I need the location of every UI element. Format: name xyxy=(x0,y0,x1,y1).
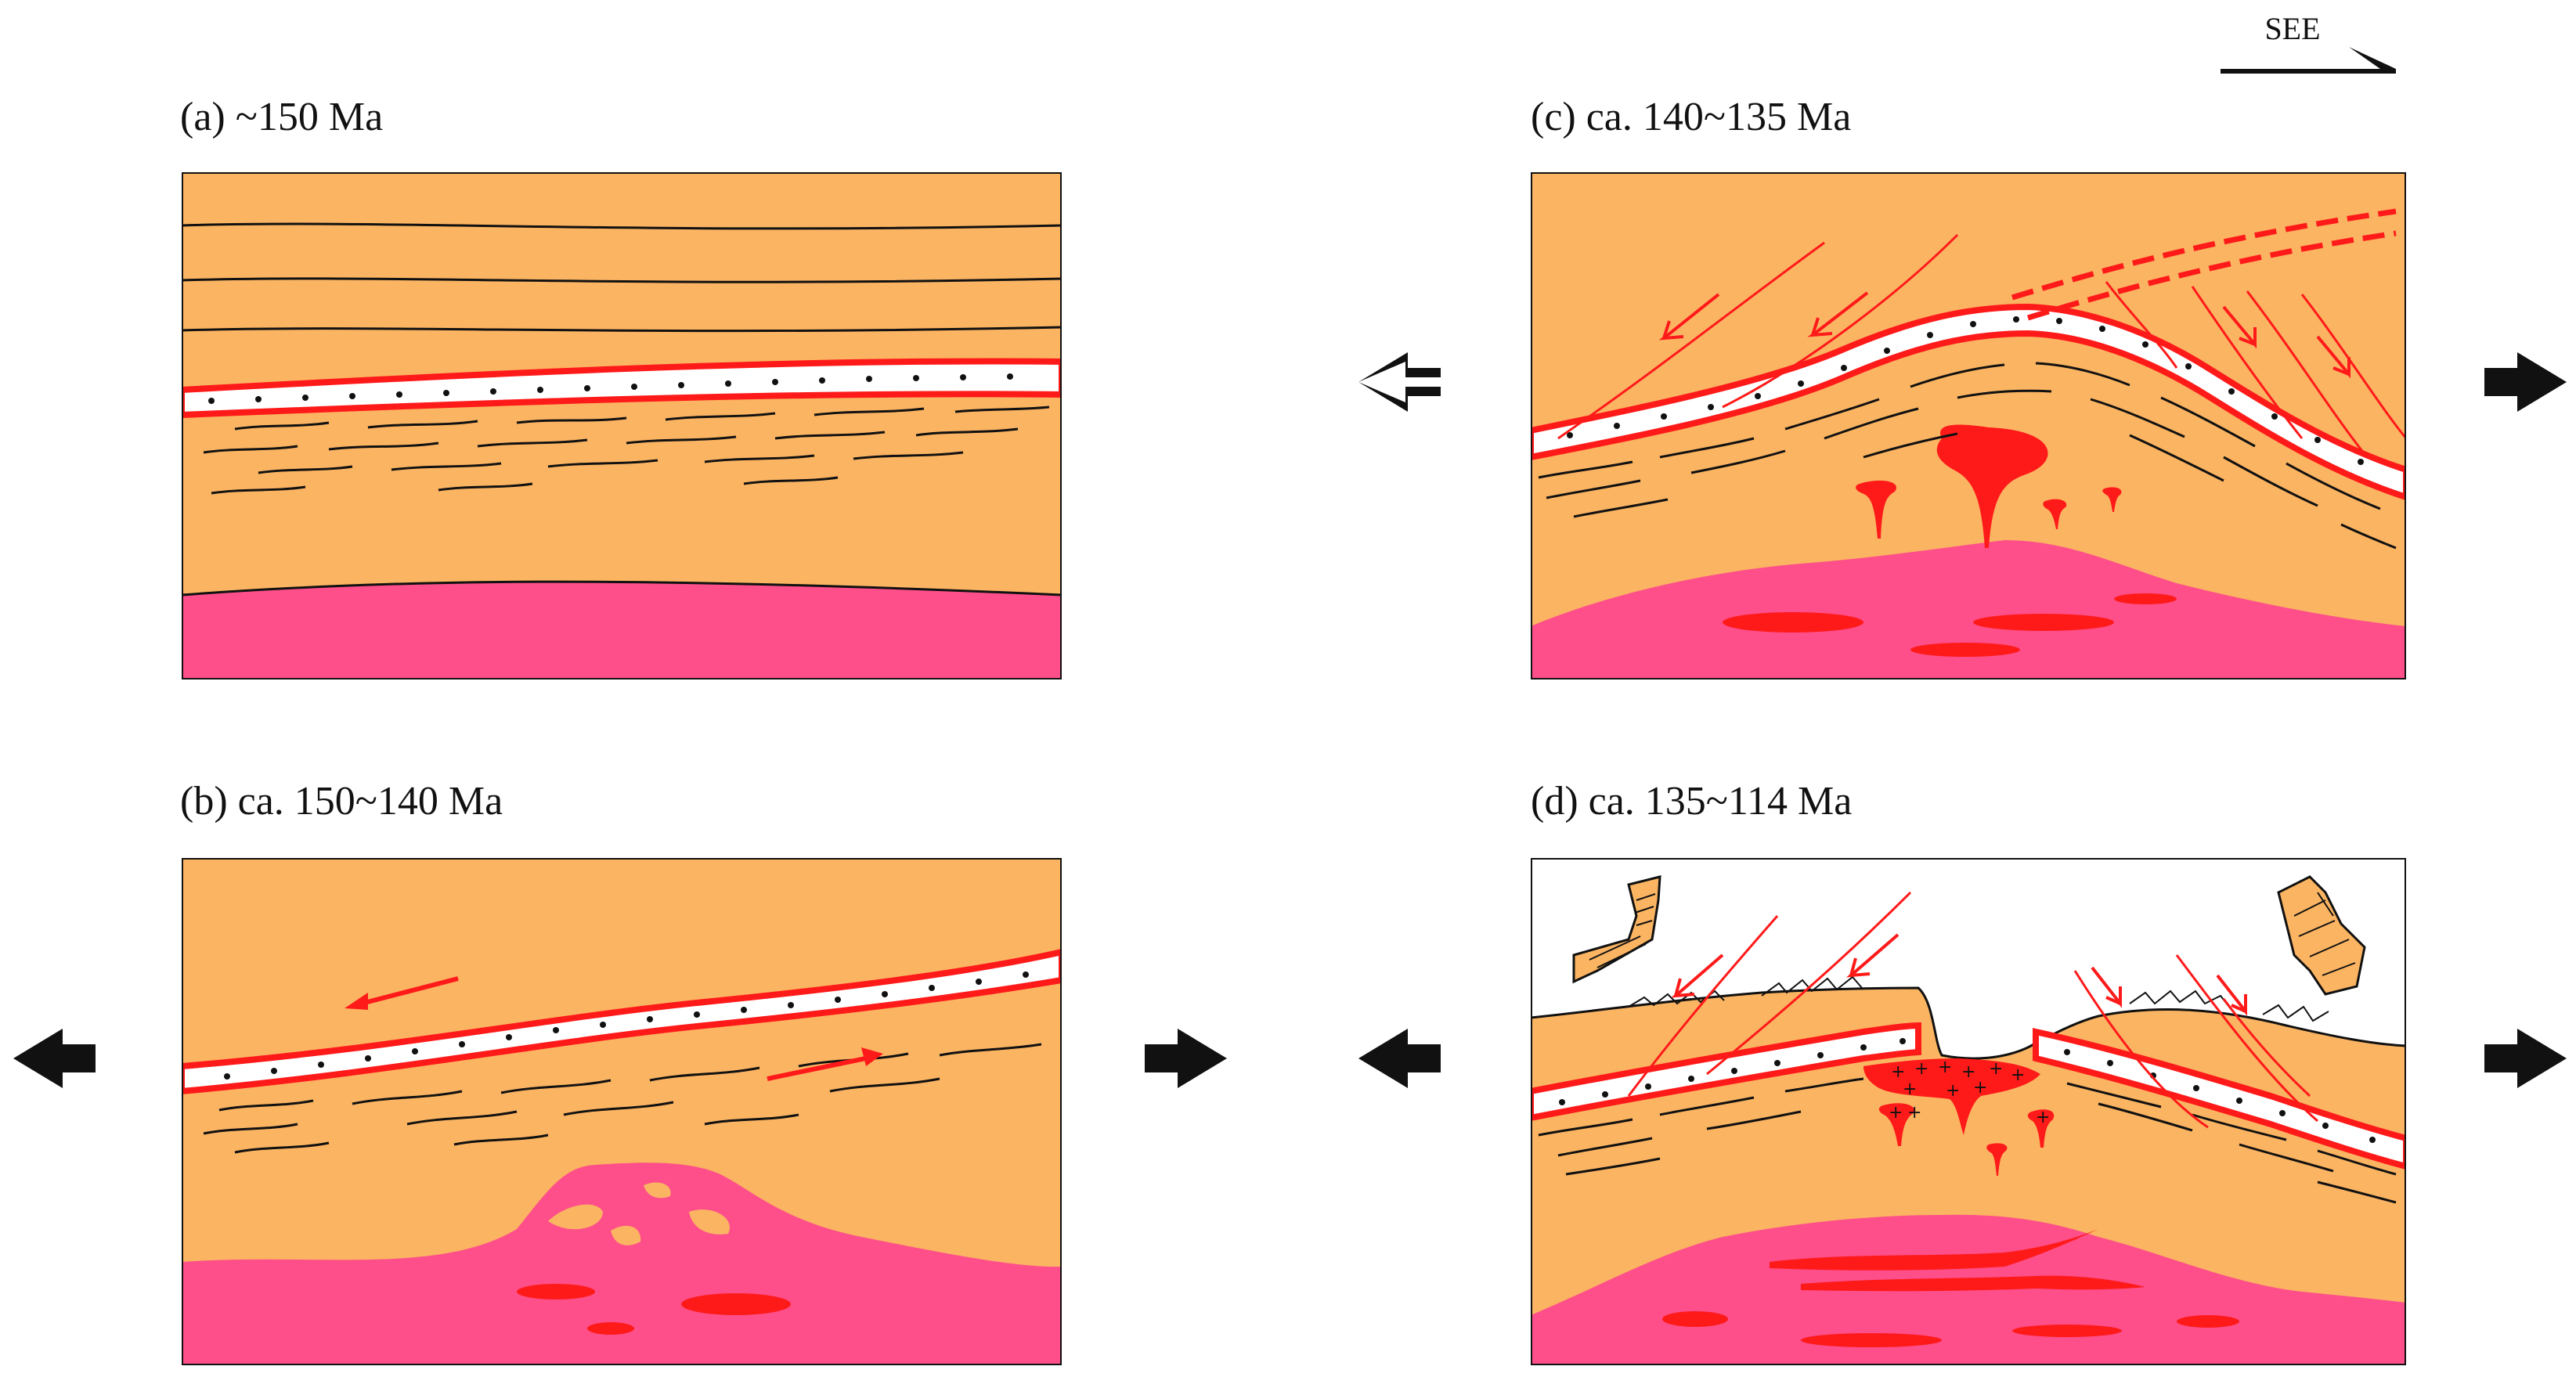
panel-d-basin-block-east xyxy=(2277,875,2366,996)
panel-c-fault-arrows xyxy=(1658,291,2351,379)
panel-a-strata xyxy=(182,222,1062,333)
panel-a-detachment-band xyxy=(182,358,1062,419)
panel-b-detachment-band xyxy=(182,948,1062,1095)
panel-b-melt-lenses xyxy=(517,1284,791,1335)
panel-c-dashed-restoration xyxy=(2011,208,2397,321)
svg-text:+: + xyxy=(1907,1103,1921,1123)
svg-text:+: + xyxy=(2011,1065,2025,1085)
panel-d-granite xyxy=(1863,1058,2040,1135)
arrow-left-d-icon xyxy=(1358,1029,1441,1088)
panel-a-label: (a) ~150 Ma xyxy=(180,95,383,139)
panel-c-band-dots xyxy=(1567,316,2364,465)
svg-text:+: + xyxy=(1914,1059,1928,1079)
svg-text:+: + xyxy=(1903,1080,1917,1099)
svg-text:+: + xyxy=(1891,1062,1905,1082)
panel-c-plutons xyxy=(1856,424,2122,548)
panel-c-melt-lenses xyxy=(1723,593,2177,657)
panel-c-foliation xyxy=(1538,362,2397,550)
panel-d-foliation xyxy=(1538,1077,2397,1204)
panel-d: + + + + + + + + + + + + xyxy=(1531,858,2406,1365)
panel-d-faults xyxy=(1627,891,2318,1129)
panel-d-granite-plus-marks: + + + + + + + + + + + + xyxy=(1889,1058,2050,1127)
direction-indicator: SEE xyxy=(2221,11,2396,74)
panel-a-mantle xyxy=(182,580,1062,679)
svg-text:+: + xyxy=(1938,1058,1952,1077)
panel-d-small-plutons xyxy=(1878,1103,2055,1176)
panel-a xyxy=(182,172,1062,679)
panel-b-label: (b) ca. 150~140 Ma xyxy=(180,779,503,824)
arrow-right-d-icon xyxy=(2484,1029,2567,1088)
panel-d-fault-arrows xyxy=(1671,933,2247,1016)
panel-c-label: (c) ca. 140~135 Ma xyxy=(1531,95,1851,139)
panel-d-label: (d) ca. 135~114 Ma xyxy=(1531,779,1852,824)
panel-b-crustal-blocks xyxy=(548,1182,730,1245)
svg-text:+: + xyxy=(1989,1059,2003,1079)
svg-text:+: + xyxy=(1889,1103,1903,1123)
panel-c-mantle xyxy=(1531,540,2406,679)
direction-label: SEE xyxy=(2264,11,2320,46)
extension-arrows xyxy=(13,352,2567,1088)
panel-d-band-dots xyxy=(1559,1038,2376,1143)
svg-text:+: + xyxy=(2036,1108,2050,1127)
panel-c xyxy=(1531,172,2406,679)
panel-d-detachment-west xyxy=(1531,1022,1921,1122)
arrow-left-top-icon xyxy=(1358,352,1441,412)
panel-a-foliation xyxy=(203,406,1050,495)
arrow-right-top-icon xyxy=(2484,352,2567,412)
panel-a-band-dots xyxy=(208,373,1013,404)
arrow-right-b-icon xyxy=(1145,1029,1227,1088)
arrow-left-b-icon xyxy=(13,1029,96,1088)
panel-b-shear-arrow-upper xyxy=(345,976,459,1010)
panel-c-detachment-band xyxy=(1531,303,2406,501)
svg-text:+: + xyxy=(1973,1078,1987,1098)
panel-c-faults xyxy=(1557,233,2406,455)
panel-d-detachment-east xyxy=(2033,1028,2406,1170)
panel-b-shear-arrow-lower xyxy=(767,1047,883,1081)
panel-d-basin-block-west xyxy=(1572,875,1661,984)
direction-arrow xyxy=(2221,47,2396,74)
panel-d-melt-network xyxy=(1662,1229,2239,1347)
panel-b-band-dots xyxy=(224,971,1029,1080)
panel-b xyxy=(182,858,1062,1365)
svg-text:+: + xyxy=(1946,1081,1960,1101)
svg-text:+: + xyxy=(1961,1062,1975,1082)
panel-b-mantle xyxy=(182,1163,1062,1365)
